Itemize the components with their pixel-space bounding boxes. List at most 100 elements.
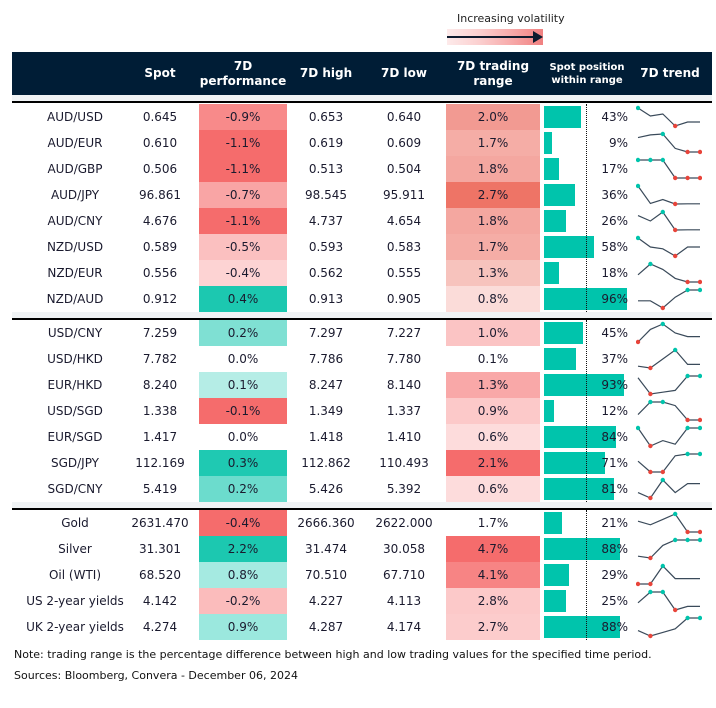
low-value: 7.227 [386,326,422,340]
high-value: 0.593 [308,240,344,254]
low-value: 4.174 [386,620,422,634]
spot-position-percent: 71% [601,456,628,470]
trading-range-cell: 4.1% [446,562,540,588]
trend-max-marker [648,399,653,405]
header-low: 7D low [381,66,427,80]
pair-label: NZD/AUD [46,292,104,306]
trading-range-cell: 2.0% [446,104,540,130]
section-rule [12,101,712,103]
trend-sparkline [637,511,702,535]
high-value: 112.862 [301,456,351,470]
high-value: 0.513 [308,162,344,176]
trend-line [637,513,700,533]
spot-value: 5.419 [142,482,178,496]
high-value: 31.474 [305,542,347,556]
spot-value: 31.301 [139,542,181,556]
spot-position-bar [544,426,617,448]
volatility-legend-label: Increasing volatility [457,12,565,25]
table-row: NZD/AUD 0.912 0.4% 0.913 0.905 0.8% 96% [12,286,712,312]
spot-value: 96.861 [139,188,181,202]
high-value: 8.247 [308,378,344,392]
table-row: USD/SGD 1.338 -0.1% 1.349 1.337 0.9% 12% [12,398,712,424]
spot-position-bar [544,262,560,284]
spot-position-bar [544,322,583,344]
trend-line [637,453,700,473]
trend-sparkline [636,105,700,129]
low-value: 0.555 [386,266,422,280]
performance-cell: -0.1% [199,398,287,424]
trend-min-marker [685,175,690,181]
trading-range-cell: 2.7% [446,614,540,640]
trend-min-marker [697,175,702,181]
spot-position-percent: 18% [601,266,628,280]
spot-position-percent: 21% [601,516,628,530]
trend-max-marker [685,287,690,293]
spot-position-percent: 58% [601,240,628,254]
trend-line [638,159,700,179]
spot-position-bar [544,288,627,310]
trend-line [637,401,700,421]
low-value: 2622.000 [375,516,433,530]
performance-cell: -0.4% [199,260,287,286]
table-row: Silver 31.301 2.2% 31.474 30.058 4.7% 88% [12,536,712,562]
trend-min-marker [685,279,690,285]
trend-min-marker [685,417,690,423]
trend-line [637,185,700,205]
performance-cell: 0.2% [199,320,287,346]
trend-max-marker [636,157,641,163]
trend-sparkline [637,477,700,501]
trading-range-cell: 0.6% [446,424,540,450]
trend-min-marker [648,391,653,397]
low-value: 0.640 [386,110,422,124]
pair-label: USD/HKD [47,352,103,366]
performance-cell: -1.1% [199,208,287,234]
spot-value: 8.240 [142,378,178,392]
spot-position-bar [544,374,624,396]
table-row: NZD/USD 0.589 -0.5% 0.593 0.583 1.7% 58% [12,234,712,260]
trend-max-marker [660,157,665,163]
high-value: 0.913 [308,292,344,306]
trend-min-marker [648,633,653,639]
spot-value: 2631.470 [131,516,189,530]
spot-position-bar [544,236,594,258]
spot-position-percent: 12% [601,404,628,418]
trend-max-marker [685,425,690,431]
high-value: 4.737 [308,214,344,228]
spot-position-percent: 88% [601,620,628,634]
performance-cell: 2.2% [199,536,287,562]
trend-max-marker [660,563,665,569]
trend-min-marker [648,581,653,587]
pair-label: AUD/CNY [47,214,103,228]
trend-line [637,107,700,127]
trend-max-marker [636,425,641,431]
trend-line [637,349,700,369]
trend-sparkline [637,347,700,371]
pair-label: SGD/JPY [50,456,100,470]
high-value: 5.426 [308,482,344,496]
pair-label: AUD/EUR [47,136,103,150]
spot-position-bar [544,452,606,474]
trend-line [637,263,700,283]
trend-max-marker [660,131,665,137]
performance-cell: -0.4% [199,510,287,536]
spot-position-bar [544,210,567,232]
spot-value: 4.142 [142,594,178,608]
trend-sparkline [637,589,700,613]
trend-min-marker [648,495,653,501]
trend-min-marker [697,417,702,423]
trend-line [638,289,700,309]
midpoint-line [586,320,587,502]
high-value: 2666.360 [297,516,355,530]
trend-line [638,565,700,585]
table-row: USD/HKD 7.782 0.0% 7.786 7.780 0.1% 37% [12,346,712,372]
trend-min-marker [685,529,690,535]
trend-max-marker [685,615,690,621]
table-row: Oil (WTI) 68.520 0.8% 70.510 67.710 4.1% 29% [12,562,712,588]
trend-sparkline [636,425,702,449]
trend-min-marker [648,469,653,475]
header-trend: 7D trend [640,66,700,80]
trend-max-marker [636,105,641,111]
trading-range-cell: 1.3% [446,260,540,286]
performance-cell: -0.7% [199,182,287,208]
pair-label: USD/SGD [47,404,103,418]
